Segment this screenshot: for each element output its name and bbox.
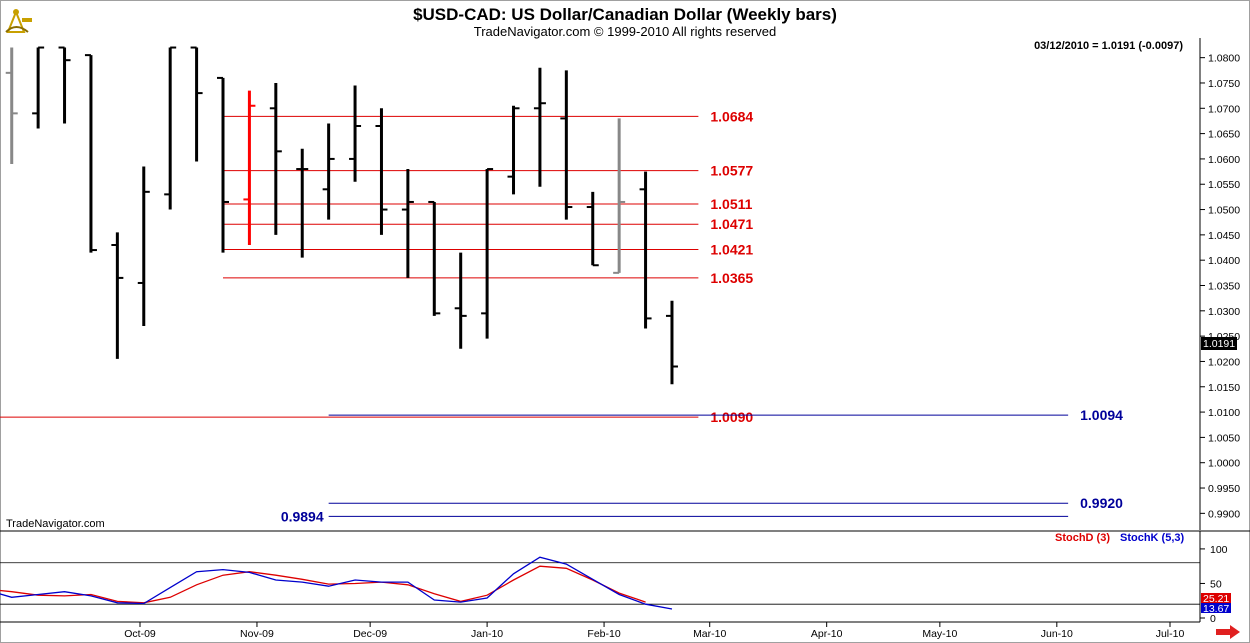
stoch-series-line [0,565,646,604]
price-tick-label: 0.9950 [1208,483,1240,495]
price-tick-label: 1.0500 [1208,205,1240,217]
legend-stochK: StochK (5,3) [1120,532,1185,544]
stoch-lines [0,556,673,610]
resistance-label: 1.0511 [710,196,752,212]
sextant-logo-icon [5,9,32,33]
scroll-right-arrow-icon[interactable] [1216,625,1240,639]
target-label: 0.9920 [1080,495,1123,511]
price-tick-label: 1.0550 [1208,179,1240,191]
last-price-label: 1.0191 [1203,338,1235,350]
stoch-grid: 100 50 0 [0,544,1228,625]
resistance-label: 1.0090 [710,409,753,425]
stochD-last-label: 25.21 [1203,593,1229,605]
price-tick-label: 0.9900 [1208,508,1240,520]
price-tick-label: 1.0700 [1208,103,1240,115]
watermark-text: TradeNavigator.com [6,518,105,530]
stoch-tick-label: 0 [1210,613,1216,625]
legend-stochD: StochD (3) [1055,532,1110,544]
resistance-label: 1.0365 [710,270,753,286]
resistance-label: 1.0684 [710,108,753,124]
x-tick-label: Jul-10 [1156,628,1185,640]
stoch-tick-label: 100 [1210,544,1228,556]
price-tick-label: 1.0300 [1208,306,1240,318]
stochK-last-label: 13.67 [1203,603,1229,615]
x-tick-label: Apr-10 [811,628,843,640]
price-tick-label: 1.0750 [1208,78,1240,90]
stoch-last-values: 25.21 13.67 [1201,593,1231,615]
stoch-series-line [0,556,673,610]
stochK-last-box [1201,603,1231,613]
price-tick-label: 1.0400 [1208,255,1240,267]
resistance-label: 1.0577 [710,163,753,179]
price-tick-label: 1.0050 [1208,432,1240,444]
x-tick-label: Dec-09 [353,628,387,640]
x-tick-label: Jan-10 [471,628,503,640]
price-bars [5,46,678,385]
price-tick-label: 1.0350 [1208,281,1240,293]
price-tick-label: 1.0450 [1208,230,1240,242]
quote-readout: 03/12/2010 = 1.0191 (-0.0097) [1034,40,1183,52]
chart-title: $USD-CAD: US Dollar/Canadian Dollar (Wee… [413,5,837,24]
price-tick-label: 1.0100 [1208,407,1240,419]
x-tick-label: Feb-10 [587,628,620,640]
price-tick-label: 1.0800 [1208,53,1240,65]
stoch-tick-label: 50 [1210,578,1222,590]
price-tick-label: 1.0000 [1208,458,1240,470]
x-axis-ticks: Oct-09 Nov-09 Dec-09 Jan-10 Feb-10 Mar-10 Apr-… [124,622,1184,640]
x-tick-label: May-10 [922,628,957,640]
price-tick-label: 1.0600 [1208,154,1240,166]
x-tick-label: Nov-09 [240,628,274,640]
x-tick-label: Oct-09 [124,628,156,640]
price-tick-label: 1.0150 [1208,382,1240,394]
price-tick-label: 1.0200 [1208,356,1240,368]
x-tick-label: Jun-10 [1041,628,1073,640]
target-label: 0.9894 [281,508,324,524]
x-tick-label: Mar-10 [693,628,726,640]
resistance-label: 1.0421 [710,242,753,258]
stochD-last-box [1201,593,1231,603]
last-price-box [1201,337,1237,350]
price-tick-label: 1.0650 [1208,129,1240,141]
resistance-label: 1.0471 [710,216,753,232]
copyright-line: TradeNavigator.com © 1999-2010 All right… [474,24,776,39]
price-y-ticks: 1.0800 1.0750 1.0700 1.0650 1.0600 1.0550 1.05… [1200,53,1240,520]
target-label: 1.0094 [1080,407,1123,423]
